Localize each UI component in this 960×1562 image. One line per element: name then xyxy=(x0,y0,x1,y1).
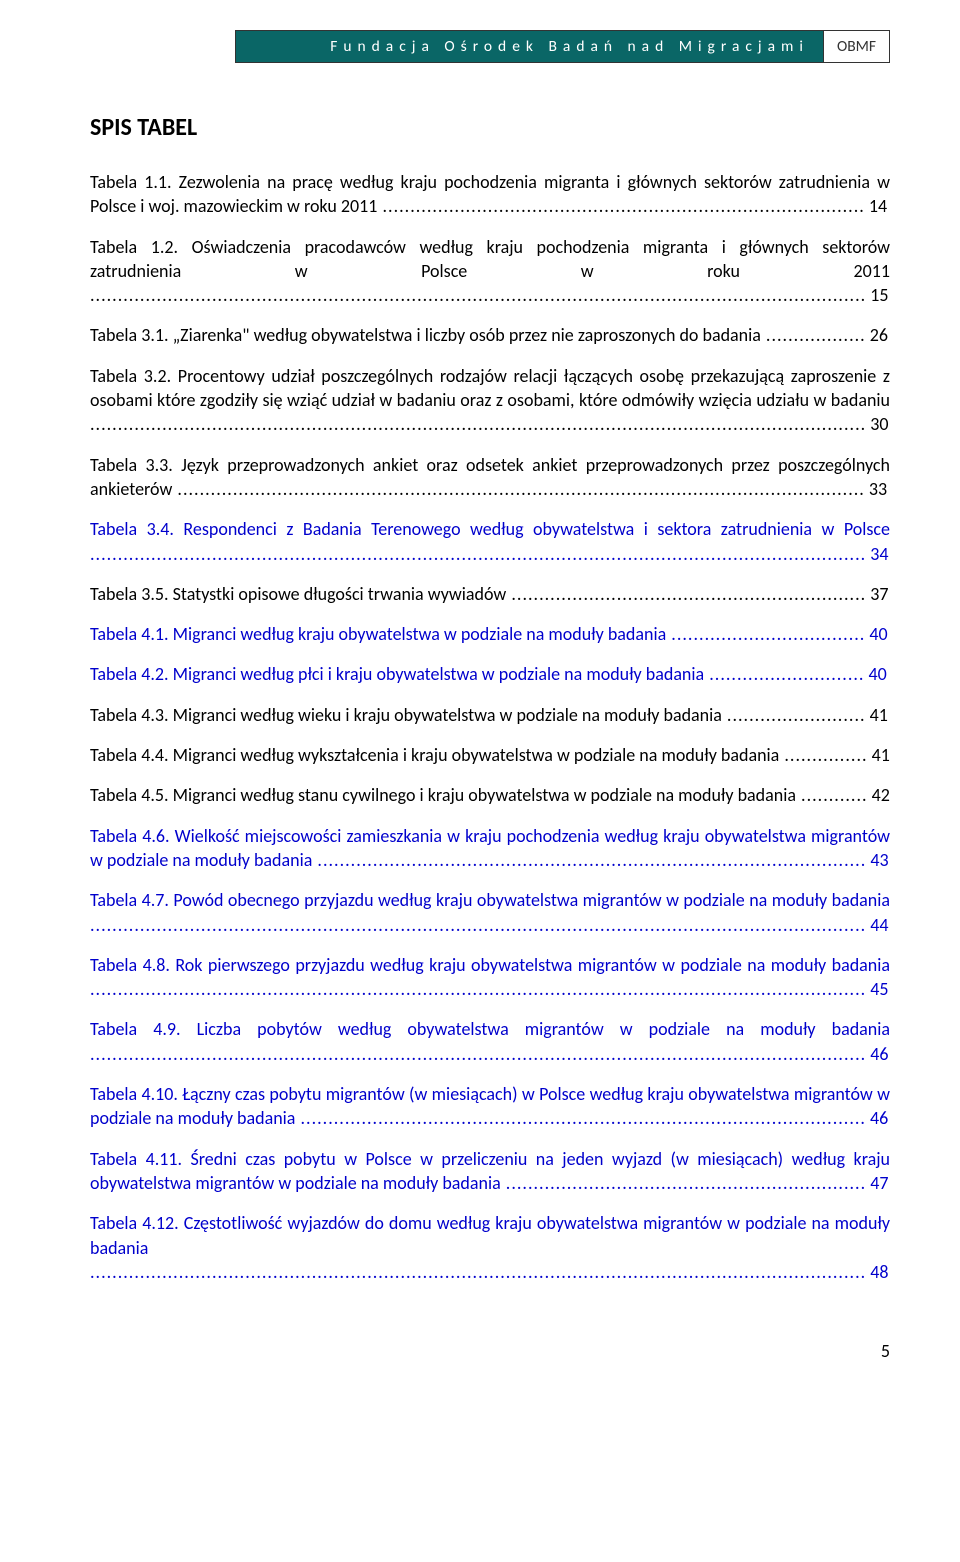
toc-entry[interactable]: Tabela 3.4. Respondenci z Badania Tereno… xyxy=(90,517,890,566)
toc-entry-page: 34 xyxy=(866,543,888,565)
toc-entry-page: 37 xyxy=(866,583,888,605)
toc-dots: ........................................… xyxy=(90,978,866,1000)
toc-dots: ........................................… xyxy=(90,413,866,435)
toc-entry-page: 33 xyxy=(865,478,887,500)
toc-entry[interactable]: Tabela 4.7. Powód obecnego przyjazdu wed… xyxy=(90,888,890,937)
toc-entry-page: 47 xyxy=(866,1172,888,1194)
toc-entry[interactable]: Tabela 4.10. Łączny czas pobytu migrantó… xyxy=(90,1082,890,1131)
header-org-abbrev: OBMF xyxy=(824,30,890,63)
toc-entry-page: 26 xyxy=(866,324,888,346)
toc-entry-text: Tabela 3.4. Respondenci z Badania Tereno… xyxy=(90,518,890,540)
toc-entry[interactable]: Tabela 4.2. Migranci według płci i kraju… xyxy=(90,662,890,686)
toc-dots: ......................... xyxy=(722,704,866,726)
toc-dots: ........................................… xyxy=(377,195,864,217)
toc-entry: Tabela 3.3. Język przeprowadzonych ankie… xyxy=(90,453,890,502)
toc-entry-text: Tabela 3.1. „Ziarenka" według obywatelst… xyxy=(90,324,761,346)
toc-entry-text: Tabela 4.12. Częstotliwość wyjazdów do d… xyxy=(90,1212,890,1258)
toc-dots: ........................................… xyxy=(312,849,866,871)
toc-entry-page: 46 xyxy=(866,1107,888,1129)
toc-entry[interactable]: Tabela 4.12. Częstotliwość wyjazdów do d… xyxy=(90,1211,890,1284)
toc-entry: Tabela 4.5. Migranci według stanu cywiln… xyxy=(90,783,890,807)
toc-entry-page: 41 xyxy=(866,704,888,726)
toc-dots: ........................................… xyxy=(90,1043,866,1065)
toc-entry-text: Tabela 4.8. Rok pierwszego przyjazdu wed… xyxy=(90,954,890,976)
toc-dots: ............... xyxy=(779,744,867,766)
toc-dots: ........................................… xyxy=(295,1107,866,1129)
toc-entry: Tabela 1.2. Oświadczenia pracodawców wed… xyxy=(90,235,890,308)
toc-entry: Tabela 4.4. Migranci według wykształceni… xyxy=(90,743,890,767)
toc-entry: Tabela 4.3. Migranci według wieku i kraj… xyxy=(90,703,890,727)
toc-dots: ........................................… xyxy=(90,543,866,565)
toc-entry-page: 48 xyxy=(866,1261,888,1283)
toc-entry: Tabela 3.5. Statystki opisowe długości t… xyxy=(90,582,890,606)
toc-entry-page: 45 xyxy=(866,978,888,1000)
toc-entry-text: Tabela 4.5. Migranci według stanu cywiln… xyxy=(90,784,796,806)
main-content: SPIS TABEL Tabela 1.1. Zezwolenia na pra… xyxy=(0,63,960,1340)
toc-entry-page: 40 xyxy=(865,623,887,645)
toc-entry-text: Tabela 4.1. Migranci według kraju obywat… xyxy=(90,623,666,645)
toc-entry-page: 15 xyxy=(866,284,888,306)
toc-entry-page: 46 xyxy=(866,1043,888,1065)
toc-dots: .................. xyxy=(761,324,866,346)
toc-entry-page: 40 xyxy=(864,663,886,685)
toc-entry[interactable]: Tabela 4.11. Średni czas pobytu w Polsce… xyxy=(90,1147,890,1196)
toc-entry-page: 41 xyxy=(868,744,890,766)
toc-dots: ........................................… xyxy=(90,1261,866,1283)
toc-entry-text: Tabela 1.2. Oświadczenia pracodawców wed… xyxy=(90,236,890,282)
toc-entry-page: 43 xyxy=(866,849,888,871)
toc-entry-page: 42 xyxy=(868,784,890,806)
toc-entry: Tabela 3.2. Procentowy udział poszczegól… xyxy=(90,364,890,437)
page-number: 5 xyxy=(0,1340,960,1392)
toc-entry: Tabela 1.1. Zezwolenia na pracę według k… xyxy=(90,170,890,219)
toc-dots: ........................................… xyxy=(90,914,866,936)
toc-entry[interactable]: Tabela 4.8. Rok pierwszego przyjazdu wed… xyxy=(90,953,890,1002)
toc-entry-text: Tabela 4.9. Liczba pobytów według obywat… xyxy=(90,1018,890,1040)
toc-entry-text: Tabela 4.3. Migranci według wieku i kraj… xyxy=(90,704,722,726)
toc-entry[interactable]: Tabela 4.6. Wielkość miejscowości zamies… xyxy=(90,824,890,873)
toc-entry-text: Tabela 3.2. Procentowy udział poszczegól… xyxy=(90,365,890,411)
toc-dots: ............................ xyxy=(704,663,864,685)
toc-entry[interactable]: Tabela 4.1. Migranci według kraju obywat… xyxy=(90,622,890,646)
toc-entry-text: Tabela 3.5. Statystki opisowe długości t… xyxy=(90,583,506,605)
toc-entry-text: Tabela 4.4. Migranci według wykształceni… xyxy=(90,744,779,766)
section-title: SPIS TABEL xyxy=(90,113,890,142)
header-org-name: Fundacja Ośrodek Badań nad Migracjami xyxy=(235,30,824,63)
toc-entry[interactable]: Tabela 4.9. Liczba pobytów według obywat… xyxy=(90,1017,890,1066)
toc-entry-page: 44 xyxy=(866,914,888,936)
toc-dots: ............ xyxy=(796,784,868,806)
page-header: Fundacja Ośrodek Badań nad Migracjami OB… xyxy=(235,30,890,63)
toc-dots: ................................... xyxy=(666,623,865,645)
toc-entry-text: Tabela 4.2. Migranci według płci i kraju… xyxy=(90,663,704,685)
toc-dots: ........................................… xyxy=(90,284,866,306)
toc-list: Tabela 1.1. Zezwolenia na pracę według k… xyxy=(90,170,890,1284)
toc-dots: ........................................… xyxy=(506,583,866,605)
toc-dots: ........................................… xyxy=(172,478,865,500)
toc-entry-text: Tabela 4.7. Powód obecnego przyjazdu wed… xyxy=(90,889,890,911)
toc-entry-page: 30 xyxy=(866,413,888,435)
toc-entry-page: 14 xyxy=(865,195,887,217)
toc-dots: ........................................… xyxy=(501,1172,866,1194)
toc-entry: Tabela 3.1. „Ziarenka" według obywatelst… xyxy=(90,323,890,347)
